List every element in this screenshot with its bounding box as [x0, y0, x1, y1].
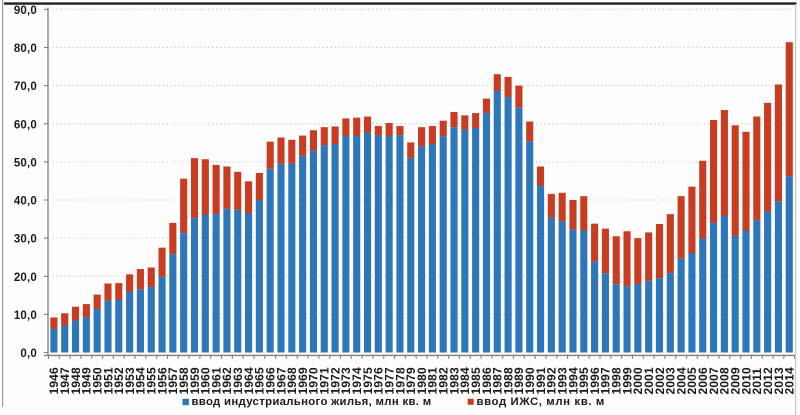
svg-text:1980: 1980 — [415, 367, 429, 394]
svg-text:1972: 1972 — [328, 367, 342, 394]
svg-text:40,0: 40,0 — [14, 196, 37, 208]
svg-text:1970: 1970 — [307, 367, 321, 394]
svg-text:ввод индустриального жилья, мл: ввод индустриального жилья, млн кв. м — [192, 396, 432, 408]
svg-text:1957: 1957 — [166, 367, 180, 394]
svg-text:1981: 1981 — [426, 367, 440, 394]
svg-text:1969: 1969 — [296, 367, 310, 394]
svg-text:2014: 2014 — [783, 367, 797, 394]
svg-text:0,0: 0,0 — [20, 348, 37, 360]
svg-text:1960: 1960 — [199, 367, 213, 394]
svg-text:2008: 2008 — [718, 367, 732, 394]
svg-text:70,0: 70,0 — [14, 81, 37, 93]
svg-text:1955: 1955 — [145, 367, 159, 394]
svg-text:10,0: 10,0 — [14, 310, 37, 322]
svg-text:2004: 2004 — [674, 367, 688, 394]
svg-text:1953: 1953 — [123, 367, 137, 394]
svg-text:1978: 1978 — [393, 367, 407, 394]
svg-text:80,0: 80,0 — [14, 43, 37, 55]
svg-text:1947: 1947 — [58, 367, 72, 394]
svg-text:1998: 1998 — [610, 367, 624, 394]
svg-text:1982: 1982 — [437, 367, 451, 394]
svg-text:1976: 1976 — [372, 367, 386, 394]
svg-text:1995: 1995 — [577, 367, 591, 394]
svg-text:1956: 1956 — [155, 367, 169, 394]
svg-text:2006: 2006 — [696, 367, 710, 394]
svg-text:1988: 1988 — [501, 367, 515, 394]
svg-text:1950: 1950 — [90, 367, 104, 394]
svg-text:1983: 1983 — [447, 367, 461, 394]
svg-text:1989: 1989 — [512, 367, 526, 394]
svg-text:1979: 1979 — [404, 367, 418, 394]
svg-text:1967: 1967 — [274, 367, 288, 394]
svg-text:2013: 2013 — [772, 367, 786, 394]
svg-text:1959: 1959 — [188, 367, 202, 394]
svg-text:1954: 1954 — [134, 367, 148, 394]
svg-text:ввод ИЖС, млн кв. м: ввод ИЖС, млн кв. м — [477, 396, 605, 408]
svg-text:1997: 1997 — [599, 367, 613, 394]
svg-text:1974: 1974 — [350, 367, 364, 394]
svg-text:1999: 1999 — [620, 367, 634, 394]
svg-text:1996: 1996 — [588, 367, 602, 394]
svg-text:2012: 2012 — [761, 367, 775, 394]
svg-text:2002: 2002 — [653, 367, 667, 394]
svg-text:2005: 2005 — [685, 367, 699, 394]
svg-text:1949: 1949 — [80, 367, 94, 394]
svg-text:2000: 2000 — [631, 367, 645, 394]
svg-text:1987: 1987 — [491, 367, 505, 394]
svg-text:2009: 2009 — [728, 367, 742, 394]
svg-text:1973: 1973 — [339, 367, 353, 394]
svg-text:1986: 1986 — [480, 367, 494, 394]
svg-text:1991: 1991 — [534, 367, 548, 394]
svg-text:1951: 1951 — [101, 367, 115, 394]
svg-text:1992: 1992 — [545, 367, 559, 394]
svg-text:20,0: 20,0 — [14, 272, 37, 284]
svg-text:1990: 1990 — [523, 367, 537, 394]
svg-text:1948: 1948 — [69, 367, 83, 394]
svg-text:1962: 1962 — [220, 367, 234, 394]
svg-text:2003: 2003 — [664, 367, 678, 394]
svg-text:2007: 2007 — [707, 367, 721, 394]
svg-text:1971: 1971 — [318, 367, 332, 394]
svg-text:1985: 1985 — [469, 367, 483, 394]
svg-text:30,0: 30,0 — [14, 234, 37, 246]
svg-text:1993: 1993 — [555, 367, 569, 394]
svg-text:1966: 1966 — [263, 367, 277, 394]
svg-text:2010: 2010 — [739, 367, 753, 394]
svg-text:1965: 1965 — [253, 367, 267, 394]
svg-text:1963: 1963 — [231, 367, 245, 394]
svg-text:1964: 1964 — [242, 367, 256, 394]
svg-text:1961: 1961 — [209, 367, 223, 394]
svg-text:1958: 1958 — [177, 367, 191, 394]
svg-text:1984: 1984 — [458, 367, 472, 394]
svg-text:2011: 2011 — [750, 368, 764, 395]
svg-text:1968: 1968 — [285, 367, 299, 394]
svg-text:1952: 1952 — [112, 367, 126, 394]
svg-text:50,0: 50,0 — [14, 158, 37, 170]
svg-text:2001: 2001 — [642, 367, 656, 394]
svg-text:1946: 1946 — [47, 367, 61, 394]
svg-text:1975: 1975 — [361, 367, 375, 394]
svg-text:1977: 1977 — [382, 367, 396, 394]
svg-text:90,0: 90,0 — [14, 5, 37, 17]
svg-text:1994: 1994 — [566, 367, 580, 394]
svg-text:60,0: 60,0 — [14, 119, 37, 131]
